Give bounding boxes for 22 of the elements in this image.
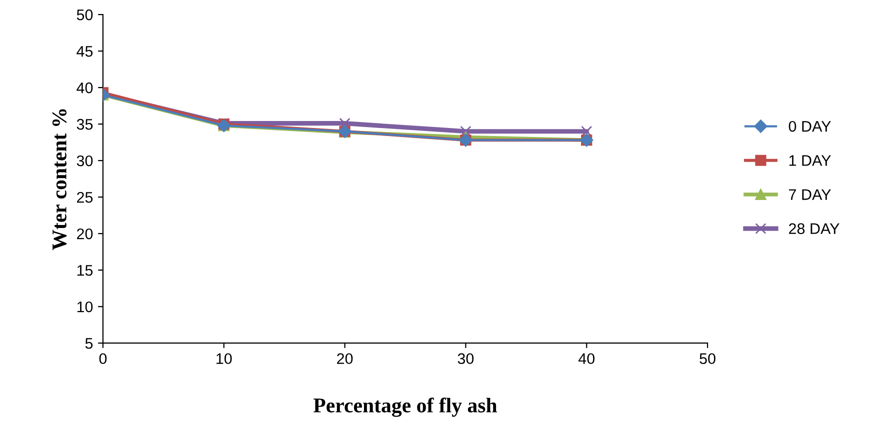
y-tick-label: 25 (77, 192, 93, 203)
x-tick-label: 20 (337, 353, 353, 364)
x-tick-label: 40 (578, 353, 595, 364)
y-tick-label: 5 (85, 338, 93, 349)
x-tick-label: 30 (458, 353, 474, 364)
y-tick-label: 30 (76, 155, 93, 166)
y-tick-label: 20 (77, 228, 93, 240)
y-tick-label: 40 (76, 82, 93, 94)
y-tick-label: 50 (76, 9, 93, 20)
y-tick-label: 15 (77, 265, 93, 276)
x-tick-label: 10 (216, 353, 232, 364)
legend-label: 28 DAY (789, 223, 840, 234)
x-tick-label: 50 (700, 353, 716, 364)
legend-label: 0 DAY (788, 120, 831, 132)
legend-label: 7 DAY (789, 189, 831, 200)
y-axis-title: Wter content % (52, 109, 67, 250)
y-tick-label: 45 (76, 46, 93, 57)
y-tick-label: 35 (76, 118, 93, 130)
x-tick-label: 0 (99, 353, 107, 364)
y-tick-label: 10 (77, 301, 93, 312)
legend-label: 1 DAY (789, 155, 831, 166)
x-axis-title: Percentage of fly ash (314, 398, 498, 417)
